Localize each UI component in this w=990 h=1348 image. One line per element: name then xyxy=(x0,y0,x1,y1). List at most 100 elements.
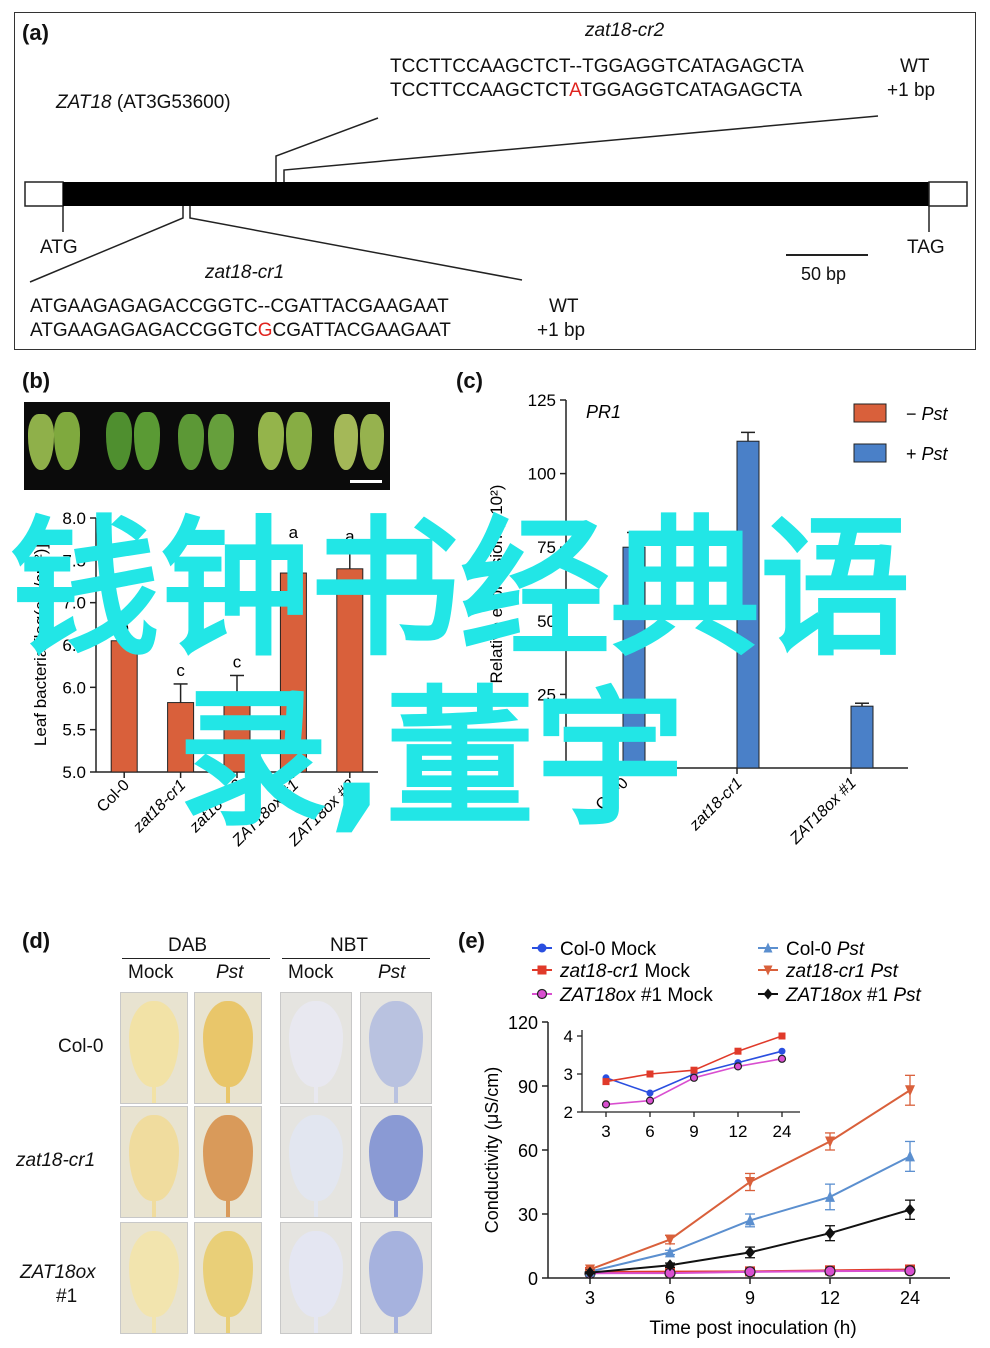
leaf-photo xyxy=(24,402,390,490)
marker xyxy=(745,1246,755,1259)
y-tick-label: 6.5 xyxy=(62,636,86,655)
marker xyxy=(537,943,547,953)
bar-s1-2 xyxy=(850,705,874,769)
legend-swatch-0 xyxy=(853,403,887,423)
marker xyxy=(665,1246,675,1258)
sig-letter: a xyxy=(289,523,299,542)
dab-header: DAB xyxy=(168,935,208,956)
y-tick-label: 30 xyxy=(518,1205,538,1225)
x-tick-label: zat18-cr1 xyxy=(130,777,190,837)
marker xyxy=(733,1062,743,1071)
bar-1 xyxy=(167,702,195,773)
x-tick-label: 6 xyxy=(665,1288,675,1308)
marker xyxy=(689,1073,699,1082)
x-tick-label: 12 xyxy=(820,1288,840,1308)
marker xyxy=(763,965,773,976)
panel-e-label: (e) xyxy=(458,928,485,953)
bar-s1-1 xyxy=(736,440,760,769)
marker xyxy=(825,1136,835,1148)
y-tick-label: 50 xyxy=(537,612,556,631)
marker xyxy=(602,1078,610,1086)
scale-label: 50 bp xyxy=(801,264,847,284)
bar-0 xyxy=(110,640,138,773)
cr2-insertion: A xyxy=(569,80,581,101)
y-tick-label: 7.5 xyxy=(62,551,86,570)
dab-rule xyxy=(122,958,270,959)
y-tick-label: 120 xyxy=(508,1013,538,1033)
marker xyxy=(536,988,548,1000)
legend-label-3: Col-0 Pst xyxy=(786,939,865,960)
marker xyxy=(646,1070,654,1078)
x-tick-label: 24 xyxy=(900,1288,920,1308)
inset-x-tick-label: 24 xyxy=(773,1122,792,1141)
legend-label-2: ZAT18ox #1 Mock xyxy=(559,985,713,1006)
stain-tile xyxy=(280,992,352,1104)
panel-d-label: (d) xyxy=(22,928,51,953)
bar-3 xyxy=(279,572,307,773)
sig-letter: c xyxy=(176,661,185,680)
x-tick-label: zat18-cr2 xyxy=(186,777,246,837)
marker xyxy=(537,965,547,975)
cr2-wt-label: WT xyxy=(900,56,930,77)
legend-swatch-1 xyxy=(853,443,887,463)
nbt-header: NBT xyxy=(330,935,368,956)
stain-tile xyxy=(360,1222,432,1334)
cr1-wt-label: WT xyxy=(549,296,579,317)
y-tick-label: 8.0 xyxy=(62,509,86,528)
cr2-mut-seq: TCCTTCCAAGCTCTATGGAGGTCATAGAGCTA xyxy=(390,80,803,101)
y-tick-label: 7.0 xyxy=(62,594,86,613)
marker xyxy=(763,942,773,953)
stain-tile xyxy=(360,1106,432,1218)
marker xyxy=(734,1047,742,1055)
marker xyxy=(665,1259,675,1272)
marker xyxy=(645,1096,655,1105)
stain-tile xyxy=(194,1106,262,1218)
marker xyxy=(690,1066,698,1074)
leaf-image xyxy=(369,1001,423,1087)
bar-4 xyxy=(336,568,364,773)
cds-box xyxy=(63,182,929,206)
col-header-nbt-mock: Mock xyxy=(288,962,334,983)
gene-diagram xyxy=(24,115,968,283)
utr3-box xyxy=(928,181,968,207)
y-tick-label: 5.0 xyxy=(62,763,86,782)
leaf-image xyxy=(203,1115,253,1201)
bar-2 xyxy=(223,695,251,773)
stain-tile xyxy=(280,1106,352,1218)
y-tick-label: 6.0 xyxy=(62,678,86,697)
y-tick-label: 5.5 xyxy=(62,721,86,740)
col-header-nbt-pst: Pst xyxy=(378,962,406,983)
col-header-dab-mock: Mock xyxy=(128,962,174,983)
cr2-name: zat18-cr2 xyxy=(585,20,665,41)
gene-title: ZAT18 (AT3G53600) xyxy=(56,92,231,113)
col-header-dab-pst: Pst xyxy=(216,962,244,983)
y-tick-label: 75 xyxy=(537,538,556,557)
y-tick-label: 60 xyxy=(518,1141,538,1161)
marker xyxy=(665,1234,675,1246)
marker xyxy=(777,1054,787,1063)
marker xyxy=(825,1190,835,1202)
leaf-image xyxy=(369,1231,423,1317)
x-tick-label: Col-0 xyxy=(94,777,133,816)
leaf-image xyxy=(129,1001,179,1087)
leaf-image xyxy=(289,1231,343,1317)
marker xyxy=(763,988,773,1000)
y-tick-label: 0 xyxy=(547,759,556,778)
stop-codon-label: TAG xyxy=(907,237,945,258)
legend-label-5: ZAT18ox #1 Pst xyxy=(785,985,922,1006)
marker xyxy=(905,1150,915,1162)
stain-tile xyxy=(120,1106,188,1218)
stain-tile xyxy=(120,1222,188,1334)
cr1-mut-label: +1 bp xyxy=(537,320,586,341)
marker xyxy=(745,1214,755,1226)
inset-x-tick-label: 3 xyxy=(601,1122,610,1141)
leaf-image xyxy=(289,1115,343,1201)
row-label-ox-a: ZAT18ox xyxy=(20,1262,96,1283)
row-label-cr1: zat18-cr1 xyxy=(16,1150,96,1171)
chart-title: PR1 xyxy=(586,402,621,422)
x-axis-label: Time post inoculation (h) xyxy=(649,1318,856,1339)
x-tick-label: zat18-cr1 xyxy=(686,775,746,835)
bar-s1-0 xyxy=(622,546,646,769)
marker xyxy=(778,1032,786,1040)
